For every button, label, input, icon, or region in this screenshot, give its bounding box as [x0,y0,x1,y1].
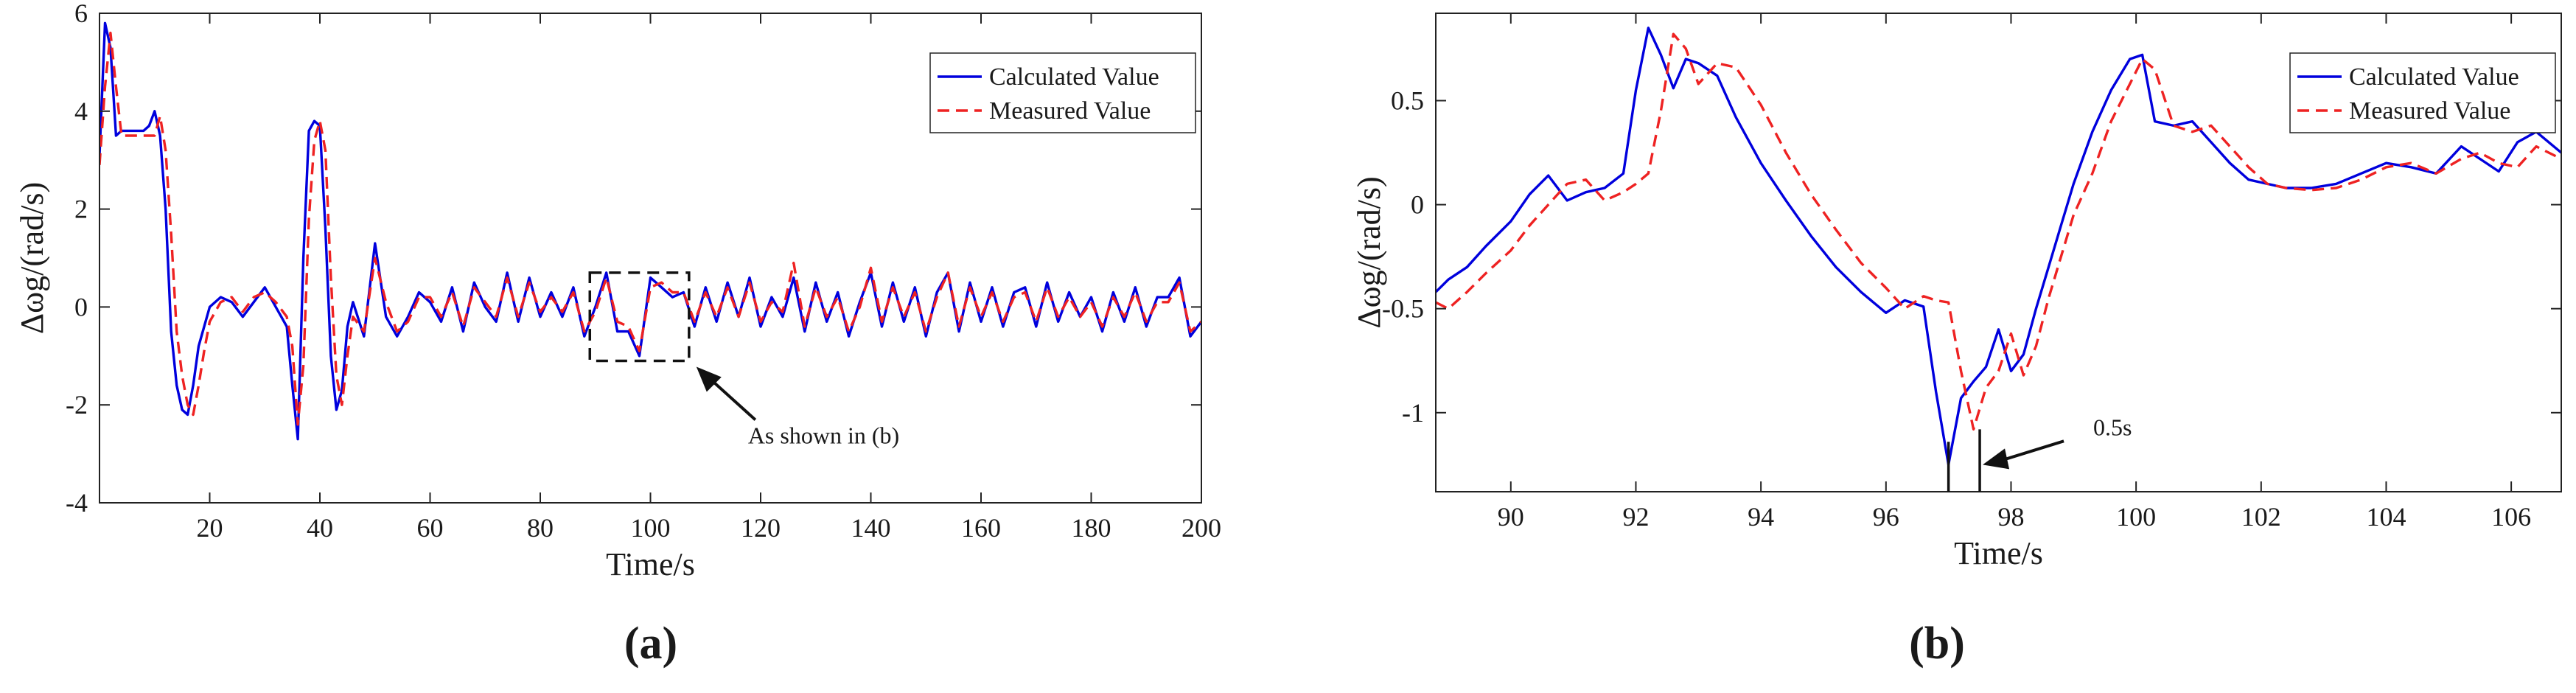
x-tick-label: 90 [1498,502,1524,532]
series-line-calculated [100,21,1201,441]
legend-label-calculated: Calculated Value [989,63,1159,91]
annotation-arrowhead [1983,448,2010,470]
y-tick-label: -4 [66,488,88,518]
series-line-measured [1436,32,2561,431]
x-axis-label: Time/s [1954,535,2043,571]
annotation-arrowhead [696,366,722,392]
y-tick-label: 0 [74,292,88,321]
x-tick-label: 80 [527,513,554,543]
legend-label-measured: Measured Value [2349,97,2510,125]
x-tick-label: 92 [1622,502,1649,532]
x-tick-label: 140 [851,513,891,543]
chart-panel-b: 90 92 94 96 98 100 102 104 106 -1 -0.5 0 0.5 Time/s Δω… [1351,13,2562,669]
x-tick-label: 160 [961,513,1001,543]
y-tick-label: 2 [74,195,88,224]
x-tick-label: 120 [741,513,781,543]
legend: Calculated Value Measured Value [2289,52,2556,133]
panel-label: (b) [1909,619,1965,669]
x-tick-label: 94 [1748,502,1774,532]
chart-panel-a: 20 40 60 80 100 120 140 160 180 200 -4 -2 0 2 4 6 Time/s… [14,0,1221,669]
x-tick-label: 106 [2491,502,2531,532]
series-line-measured [100,31,1201,426]
y-tick-label: -2 [66,390,88,419]
annotation-text: As shown in (b) [748,422,899,448]
legend-label-measured: Measured Value [989,97,1151,125]
y-tick-label: -1 [1402,398,1424,428]
x-tick-label: 20 [197,513,223,543]
annotation-arrow-shaft [2001,439,2064,462]
legend-box [2289,52,2556,133]
x-tick-label: 40 [307,513,333,543]
x-tick-label: 100 [2116,502,2156,532]
x-tick-label: 100 [631,513,671,543]
annotation-text: 0.5s [2093,414,2132,440]
panel-label: (a) [624,619,677,669]
legend: Calculated Value Measured Value [929,52,1196,133]
x-tick-label: 104 [2366,502,2406,532]
x-tick-label: 96 [1873,502,1899,532]
y-axis-label: Δωg/(rad/s) [14,182,50,334]
y-tick-label: 4 [74,97,88,126]
y-tick-label: 0 [1411,190,1424,220]
x-tick-label: 180 [1072,513,1111,543]
y-axis-label: Δωg/(rad/s) [1351,176,1387,328]
annotation-arrow-shaft [708,377,757,421]
legend-label-calculated: Calculated Value [2349,63,2519,91]
zoom-region-box [588,271,691,363]
y-tick-label: 6 [74,0,88,28]
x-axis-label: Time/s [606,546,695,582]
y-tick-label: -0.5 [1382,294,1424,324]
legend-box [929,52,1196,133]
x-tick-label: 98 [1997,502,2024,532]
plot-frame [1435,13,2562,492]
x-tick-label: 102 [2241,502,2281,532]
y-tick-label: 0.5 [1391,86,1424,116]
series-line-calculated [1436,27,2561,466]
x-tick-label: 60 [417,513,444,543]
x-tick-label: 200 [1181,513,1221,543]
